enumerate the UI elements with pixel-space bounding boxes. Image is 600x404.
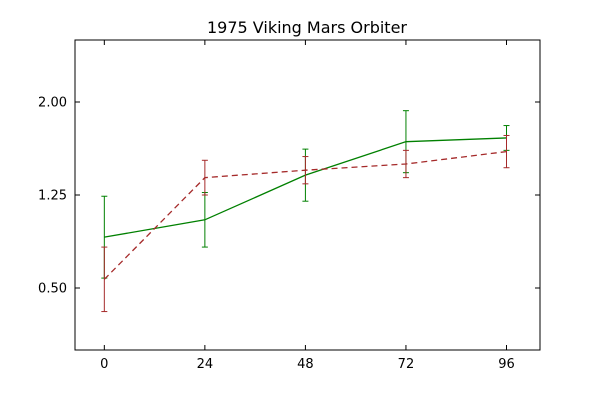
x-tick-label: 24 — [197, 357, 214, 372]
x-tick-label: 0 — [100, 357, 108, 372]
y-axis: 0.50 1.25 2.00 — [38, 96, 540, 297]
chart-title: 1975 Viking Mars Orbiter — [207, 18, 407, 37]
series-layer — [101, 111, 509, 312]
series-0 — [101, 111, 509, 278]
x-tick-label: 48 — [297, 357, 314, 372]
x-axis: 0 24 48 72 96 — [100, 40, 515, 372]
y-tick-label: 2.00 — [38, 96, 67, 111]
plot-frame — [75, 40, 540, 350]
x-tick-label: 96 — [498, 357, 515, 372]
series-1 — [101, 135, 509, 311]
y-tick-label: 0.50 — [38, 282, 67, 297]
x-tick-label: 72 — [398, 357, 415, 372]
y-tick-label: 1.25 — [38, 189, 67, 204]
